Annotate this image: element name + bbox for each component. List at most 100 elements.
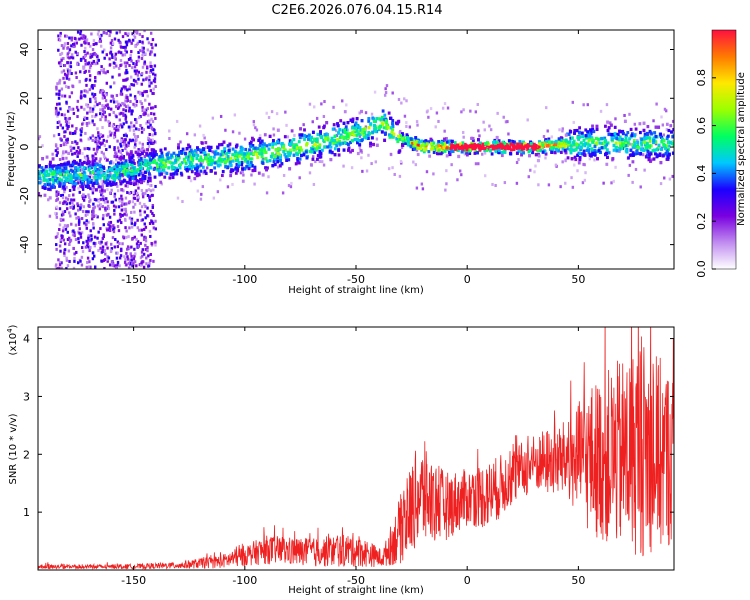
- spectrogram-noise-cell: [111, 264, 115, 268]
- spectrogram-ridge-cell: [607, 132, 611, 136]
- spectrogram-noise-cell: [114, 105, 118, 109]
- spectrogram-noise-cell: [118, 264, 121, 268]
- spectrogram-ridge-cell: [136, 168, 140, 172]
- spectrogram-noise-cell: [115, 124, 119, 128]
- spectrogram-noise-cell: [101, 245, 105, 249]
- spectrogram-ridge-cell: [423, 141, 427, 145]
- spectrogram-halo-cell: [597, 139, 600, 143]
- spectrogram-noise-cell: [79, 133, 83, 137]
- spectrogram-ridge-cell: [665, 122, 669, 126]
- spectrogram-halo-cell: [483, 174, 487, 178]
- spectrogram-ridge-cell: [562, 139, 566, 143]
- spectrogram-noise-cell: [111, 55, 114, 59]
- spectrogram-ridge-cell: [62, 175, 66, 179]
- spectrogram-noise-cell: [74, 50, 77, 54]
- spectrogram-halo-cell: [231, 182, 234, 186]
- spectrogram-ridge-cell: [465, 151, 469, 155]
- spectrogram-noise-cell: [146, 194, 150, 198]
- spectrogram-noise-cell: [70, 72, 73, 76]
- spectrogram-halo-cell: [254, 126, 257, 130]
- spectrogram-ridge-cell: [56, 177, 60, 181]
- spectrogram-noise-cell: [136, 30, 139, 33]
- spectrogram-ridge-cell: [322, 138, 326, 143]
- spectrogram-noise-cell: [56, 125, 59, 129]
- spectrogram-ridge-cell: [309, 163, 313, 167]
- spectrogram-ridge-cell: [544, 152, 548, 156]
- spectrogram-ridge-cell: [486, 141, 489, 145]
- spectrogram-noise-cell: [148, 70, 152, 74]
- spectrogram-noise-cell: [147, 144, 151, 148]
- spectrogram-ridge-cell: [380, 130, 384, 134]
- spectrogram-noise-cell: [136, 182, 140, 186]
- spectrogram-ridge-cell: [58, 184, 62, 188]
- spectrogram-ridge-cell: [123, 171, 127, 175]
- spectrogram-noise-cell: [130, 217, 134, 221]
- spectrogram-noise-cell: [83, 221, 86, 225]
- spectrogram-noise-cell: [144, 98, 147, 102]
- spectrogram-ridge-cell: [593, 153, 597, 157]
- spectrogram-halo-cell: [421, 187, 425, 191]
- spectrogram-noise-cell: [135, 69, 139, 73]
- spectrogram-noise-cell: [117, 229, 121, 233]
- spectrogram-halo-cell: [478, 134, 481, 138]
- spectrogram-noise-cell: [120, 87, 124, 91]
- spectrogram-noise-cell: [99, 118, 102, 122]
- spectrogram-ridge-cell: [652, 140, 655, 144]
- spectrogram-halo-cell: [51, 152, 54, 156]
- spectrogram-ridge-cell: [217, 159, 221, 163]
- spectrogram-halo-cell: [654, 142, 658, 146]
- spectrogram-ridge-cell: [328, 149, 332, 153]
- spectrogram-ridge-cell: [659, 132, 662, 136]
- spectrogram-ridge-cell: [456, 143, 459, 147]
- spectrogram-noise-cell: [95, 150, 99, 154]
- spectrogram-ridge-cell: [470, 141, 474, 145]
- spectrogram-ridge-cell: [261, 145, 264, 149]
- spectrogram-noise-cell: [108, 121, 111, 125]
- spectrogram-halo-cell: [665, 128, 669, 132]
- spectrogram-noise-cell: [72, 146, 76, 150]
- spectrogram-halo-cell: [100, 179, 103, 183]
- spectrogram-ridge-cell: [289, 151, 292, 155]
- spectrogram-ridge-cell: [583, 153, 587, 157]
- spectrogram-halo-cell: [199, 161, 202, 165]
- spectrogram-noise-cell: [75, 75, 78, 79]
- spectrogram-noise-cell: [68, 259, 71, 263]
- spectrogram-ridge-cell: [318, 143, 322, 147]
- spectrogram-ridge-cell: [189, 157, 193, 161]
- spectrogram-ridge-cell: [170, 155, 174, 159]
- spectrogram-noise-cell: [130, 210, 133, 214]
- spectrogram-ridge-cell: [416, 140, 419, 144]
- spectrogram-ridge-cell: [175, 153, 178, 157]
- spectrogram-noise-cell: [125, 251, 128, 255]
- spectrogram-ridge-cell: [184, 165, 188, 169]
- spectrogram-noise-cell: [106, 103, 109, 107]
- spectrogram-ridge-cell: [333, 147, 337, 151]
- spectrogram-noise-cell: [112, 97, 115, 101]
- spectrogram-noise-cell: [123, 113, 127, 117]
- spectrogram-noise-cell: [56, 151, 59, 155]
- spectrogram-ridge-cell: [490, 152, 494, 156]
- spectrogram-halo-cell: [583, 178, 587, 182]
- spectrogram-ridge-cell: [71, 162, 75, 166]
- spectrogram-noise-cell: [140, 57, 144, 61]
- spectrogram-noise-cell: [97, 230, 100, 234]
- spectrogram-ridge-cell: [624, 136, 628, 140]
- spectrogram-noise-cell: [124, 132, 127, 136]
- spectrogram-noise-cell: [149, 61, 152, 65]
- spectrogram-ridge-cell: [326, 138, 330, 142]
- spectrogram-ridge-cell: [521, 142, 525, 146]
- spectrogram-ridge-cell: [485, 143, 489, 148]
- spectrogram-noise-cell: [76, 204, 80, 208]
- spectrogram-ridge-cell: [449, 146, 453, 150]
- spectrogram-noise-cell: [88, 74, 92, 78]
- spectrogram-noise-cell: [128, 216, 132, 220]
- spectrogram-ridge-cell: [358, 132, 362, 137]
- spectrogram-halo-cell: [94, 137, 98, 141]
- spectrogram-noise-cell: [137, 148, 140, 152]
- spectrogram-noise-cell: [110, 53, 114, 57]
- spectrogram-ridge-cell: [341, 141, 345, 145]
- spectrogram-noise-cell: [63, 190, 66, 194]
- spectrogram-noise-cell: [149, 234, 152, 238]
- spectrogram-ridge-cell: [631, 151, 635, 155]
- spectrogram-ridge-cell: [531, 147, 535, 152]
